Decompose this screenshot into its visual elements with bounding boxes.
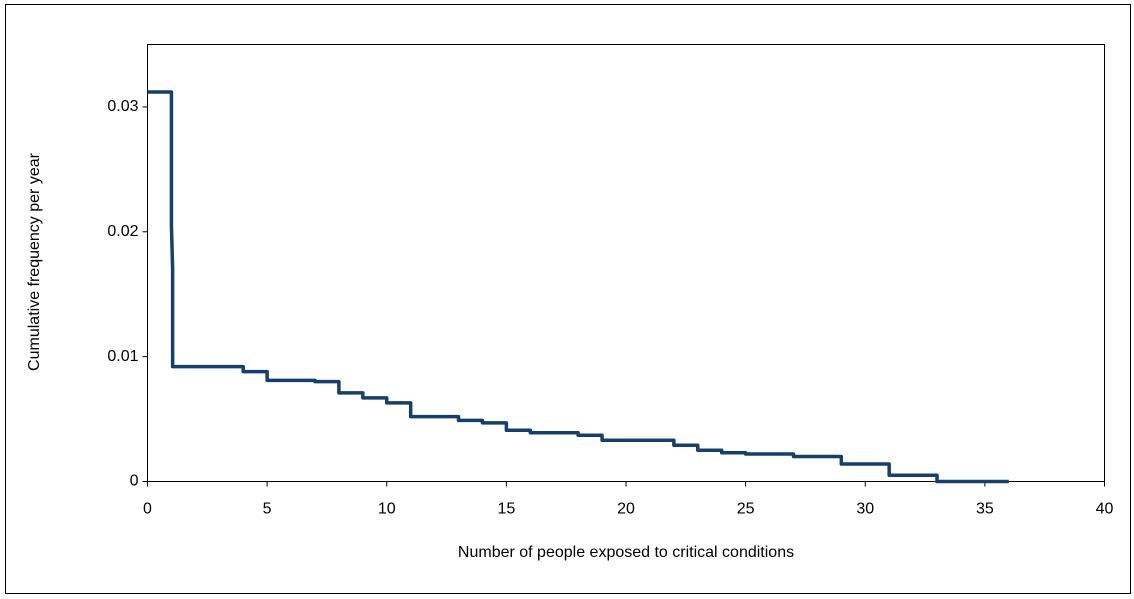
x-tick-label: 0 <box>143 501 152 518</box>
x-tick-label: 25 <box>737 501 755 518</box>
y-tick-label: 0 <box>130 473 139 490</box>
x-tick-label: 5 <box>263 501 272 518</box>
chart-frame <box>5 4 1131 594</box>
x-tick-label: 30 <box>856 501 874 518</box>
x-tick-label: 15 <box>497 501 515 518</box>
x-tick-label: 20 <box>617 501 635 518</box>
x-tick-label: 35 <box>976 501 994 518</box>
x-axis-label: Number of people exposed to critical con… <box>458 544 794 561</box>
x-tick-label: 40 <box>1096 501 1114 518</box>
x-tick-label: 10 <box>378 501 396 518</box>
y-tick-label: 0.02 <box>107 223 138 240</box>
y-axis-label: Cumulative frequency per year <box>26 152 43 371</box>
y-tick-label: 0.03 <box>107 98 138 115</box>
y-tick-label: 0.01 <box>107 348 138 365</box>
data-line <box>147 90 1009 484</box>
